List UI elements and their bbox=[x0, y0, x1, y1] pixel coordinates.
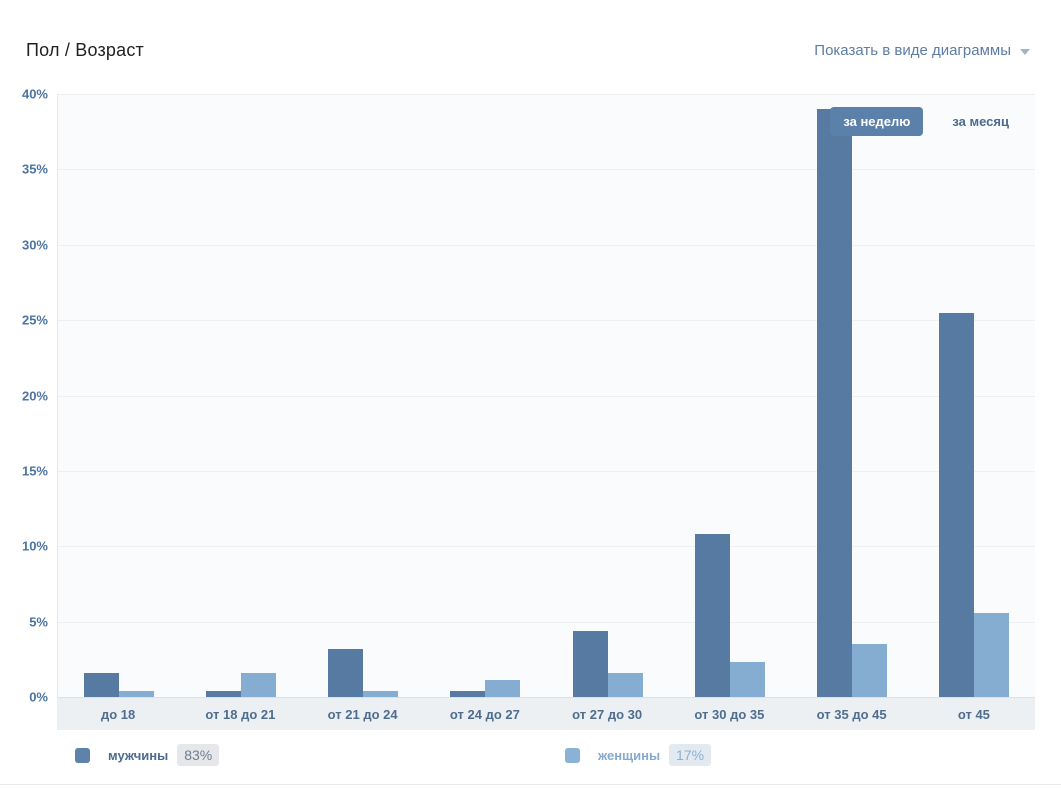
bar-groups bbox=[58, 94, 1035, 697]
gridline bbox=[58, 470, 1035, 472]
bar-group-6 bbox=[669, 94, 791, 697]
chart-area: 0% 5% 10% 15% 20% 25% 30% 35% 40% за неделю за м… bbox=[0, 87, 1061, 705]
bar-series-1-3 bbox=[363, 690, 399, 697]
tab-month[interactable]: за месяц bbox=[952, 114, 1009, 129]
bar-series-0-2 bbox=[206, 690, 242, 697]
bar-series-0-5 bbox=[572, 630, 608, 697]
widget-header: Пол / Возраст Показать в виде диаграммы bbox=[0, 0, 1061, 61]
x-axis-label: от 18 до 21 bbox=[205, 706, 276, 722]
bar-series-0-3 bbox=[328, 648, 364, 697]
bar-series-1-2 bbox=[241, 672, 277, 697]
bar-group-3 bbox=[302, 94, 424, 697]
bar-series-0-4 bbox=[450, 690, 486, 697]
bar-series-0-6 bbox=[694, 534, 730, 697]
x-axis-label: от 24 до 27 bbox=[449, 706, 520, 722]
legend: мужчины 83% женщины 17% bbox=[75, 744, 1061, 766]
legend-label-men: мужчины bbox=[108, 747, 169, 763]
bar-group-5 bbox=[547, 94, 669, 697]
gridline bbox=[58, 621, 1035, 623]
x-axis-label: от 27 до 30 bbox=[572, 706, 643, 722]
legend-value-women: 17% bbox=[669, 744, 712, 766]
bar-group-7 bbox=[791, 94, 913, 697]
bar-series-0-8 bbox=[938, 312, 974, 697]
chevron-down-icon bbox=[1020, 49, 1030, 55]
gridline bbox=[58, 169, 1035, 171]
x-axis-label: от 21 до 24 bbox=[327, 706, 398, 722]
women-swatch bbox=[565, 747, 580, 763]
bar-series-1-5 bbox=[607, 672, 643, 697]
bar-series-0-1 bbox=[84, 672, 120, 697]
gridline bbox=[58, 546, 1035, 548]
y-tick-label: 0% bbox=[29, 689, 48, 705]
legend-item-women: женщины 17% bbox=[565, 744, 712, 766]
bar-series-0-7 bbox=[816, 109, 852, 697]
y-tick-label: 35% bbox=[21, 161, 48, 177]
plot-area: за неделю за месяц bbox=[57, 94, 1035, 697]
y-tick-label: 30% bbox=[21, 237, 48, 253]
legend-value-men: 83% bbox=[177, 744, 220, 766]
legend-label-women: женщины bbox=[598, 747, 661, 763]
x-axis-label: от 30 до 35 bbox=[694, 706, 765, 722]
gridline bbox=[58, 94, 1035, 95]
bar-group-1 bbox=[58, 94, 180, 697]
gridline bbox=[58, 244, 1035, 246]
gridline bbox=[58, 320, 1035, 322]
bar-series-1-4 bbox=[485, 680, 521, 697]
y-tick-label: 20% bbox=[21, 388, 48, 403]
bar-series-1-7 bbox=[851, 644, 887, 697]
x-axis-label: до 18 bbox=[100, 706, 136, 722]
x-axis: до 18 от 18 до 21 от 21 до 24 от 24 до 27 от… bbox=[57, 697, 1035, 730]
page-title: Пол / Возраст bbox=[26, 40, 144, 60]
bar-group-4 bbox=[424, 94, 546, 697]
y-tick-label: 15% bbox=[21, 463, 48, 479]
men-swatch bbox=[75, 747, 90, 763]
bar-group-8 bbox=[913, 94, 1035, 697]
gridline bbox=[58, 395, 1035, 397]
x-axis-label: от 45 bbox=[957, 706, 990, 722]
legend-item-men: мужчины 83% bbox=[75, 744, 565, 766]
y-axis: 0% 5% 10% 15% 20% 25% 30% 35% 40% bbox=[0, 87, 57, 705]
bar-series-1-6 bbox=[729, 662, 765, 697]
view-mode-label: Показать в виде диаграммы bbox=[814, 42, 1011, 59]
y-tick-label: 10% bbox=[21, 538, 48, 554]
bottom-divider bbox=[0, 784, 1061, 785]
x-axis-label: от 35 до 45 bbox=[816, 706, 887, 722]
tab-week[interactable]: за неделю bbox=[830, 107, 924, 136]
bar-series-1-1 bbox=[119, 690, 155, 697]
view-mode-dropdown[interactable]: Показать в виде диаграммы bbox=[814, 42, 1030, 59]
period-tabs: за неделю за месяц bbox=[830, 107, 1011, 136]
y-tick-label: 25% bbox=[21, 312, 48, 328]
bar-series-1-8 bbox=[973, 612, 1009, 697]
y-tick-label: 5% bbox=[29, 614, 48, 630]
bar-group-2 bbox=[180, 94, 302, 697]
y-tick-label: 40% bbox=[21, 86, 48, 102]
